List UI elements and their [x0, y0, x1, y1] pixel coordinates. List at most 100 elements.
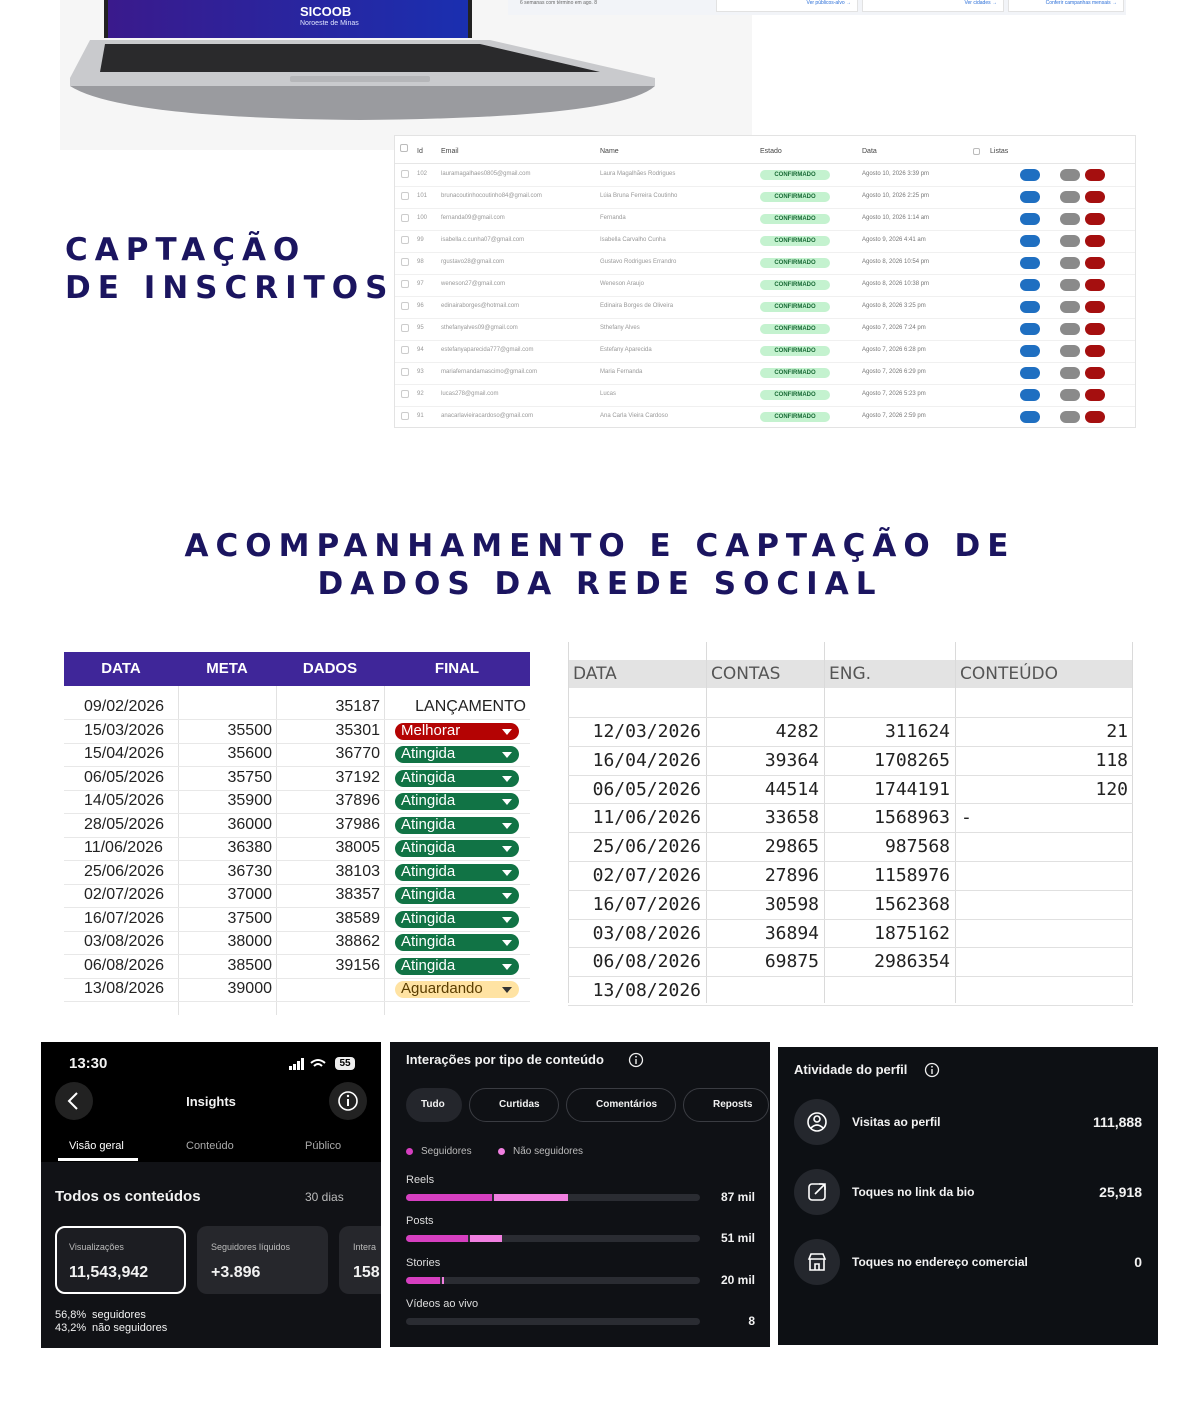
row-value: 87 mil: [720, 1190, 755, 1204]
dropdown-arrow[interactable]: [502, 846, 512, 852]
dropdown-arrow[interactable]: [502, 822, 512, 829]
goals-table: DATA META DADOS FINAL 09/02/2026 35187 LANÇAME…: [64, 652, 530, 1015]
edit-button[interactable]: [1020, 301, 1040, 313]
edit-button[interactable]: [1020, 411, 1040, 423]
cell: 37192: [335, 768, 381, 786]
email: lucas278@gmail.com: [441, 391, 499, 397]
dropdown-arrow[interactable]: [502, 893, 512, 899]
edit-button[interactable]: [1020, 191, 1040, 203]
refresh-button[interactable]: [1060, 323, 1080, 335]
refresh-button[interactable]: [1060, 213, 1080, 225]
status-pill: [395, 981, 519, 998]
dropdown-arrow[interactable]: [502, 940, 512, 946]
status: CONFIRMADO: [760, 170, 830, 180]
cell: 29865: [764, 836, 819, 858]
edit-button[interactable]: [1020, 367, 1040, 379]
chip[interactable]: [406, 1088, 462, 1122]
row-line: [64, 813, 530, 814]
dropdown-arrow[interactable]: [502, 799, 512, 805]
cell: 09/02/2026: [84, 698, 165, 715]
id: 95: [417, 325, 424, 331]
refresh-button[interactable]: [1060, 191, 1080, 203]
delete-button[interactable]: [1085, 257, 1105, 269]
id: 102: [417, 171, 428, 177]
delete-button[interactable]: [1085, 411, 1105, 423]
delete-button[interactable]: [1085, 191, 1105, 203]
checkbox: [401, 214, 409, 222]
delete-button[interactable]: [1085, 213, 1105, 225]
delete-button[interactable]: [1085, 279, 1105, 291]
refresh-button[interactable]: [1060, 301, 1080, 313]
name: Isabella Carvalho Cunha: [600, 237, 666, 243]
dropdown-arrow[interactable]: [502, 775, 512, 782]
edit-button[interactable]: [1020, 169, 1040, 181]
cell: 37500: [227, 909, 273, 927]
dropdown-arrow[interactable]: [502, 869, 512, 876]
dropdown-arrow[interactable]: [502, 963, 512, 970]
period[interactable]: 30 dias: [305, 1190, 344, 1204]
row-line: [395, 318, 1135, 319]
delete-button[interactable]: [1085, 367, 1105, 379]
header-bg: [568, 660, 1133, 688]
row-line: [64, 719, 530, 720]
dashboard-note: 6 semanas com término em ago. 8: [520, 0, 597, 6]
card: Seguidores líquidos +3.896: [197, 1226, 328, 1294]
row-line: [64, 977, 530, 979]
cell: 38005: [335, 839, 381, 856]
chip[interactable]: [683, 1088, 769, 1122]
icon: [794, 1099, 840, 1145]
edit-button[interactable]: [1020, 235, 1040, 247]
column-header: ENG.: [829, 664, 872, 684]
edit-button[interactable]: [1020, 389, 1040, 401]
cell: 27896: [764, 865, 819, 886]
refresh-button[interactable]: [1060, 235, 1080, 247]
cell: 38103: [335, 862, 381, 880]
refresh-button[interactable]: [1060, 257, 1080, 269]
delete-button[interactable]: [1085, 389, 1105, 401]
refresh-button[interactable]: [1060, 411, 1080, 423]
tab[interactable]: Conteúdo: [186, 1140, 234, 1152]
edit-button[interactable]: [1020, 279, 1040, 291]
icon: [794, 1239, 840, 1285]
chip[interactable]: [566, 1088, 676, 1122]
delete-button[interactable]: [1085, 301, 1105, 313]
back-button[interactable]: [55, 1082, 93, 1120]
edit-button[interactable]: [1020, 257, 1040, 269]
refresh-button[interactable]: [1060, 367, 1080, 379]
refresh-button[interactable]: [1060, 169, 1080, 181]
bar-non-followers: [494, 1194, 568, 1201]
refresh-button[interactable]: [1060, 389, 1080, 401]
cell: 12/03/2026: [592, 721, 701, 742]
grid-line: [824, 642, 825, 1003]
delete-button[interactable]: [1085, 169, 1105, 181]
edit-button[interactable]: [1020, 345, 1040, 357]
refresh-button[interactable]: [1060, 279, 1080, 291]
card: Conferir campanhas mensais →: [1008, 0, 1124, 12]
dropdown-arrow[interactable]: [502, 987, 512, 993]
cell: 14/05/2026: [84, 792, 165, 809]
dropdown-arrow[interactable]: [502, 916, 512, 923]
status: Atingida: [401, 933, 456, 950]
cell: 25/06/2026: [592, 836, 701, 858]
row-line: [64, 742, 530, 744]
checkbox: [401, 280, 409, 288]
tab[interactable]: Público: [305, 1140, 342, 1152]
delete-button[interactable]: [1085, 323, 1105, 335]
card-label: Intera: [353, 1242, 377, 1252]
dropdown-arrow[interactable]: [502, 728, 512, 735]
edit-button[interactable]: [1020, 213, 1040, 225]
chip[interactable]: [469, 1088, 559, 1122]
status: CONFIRMADO: [760, 280, 830, 290]
info-button[interactable]: [329, 1082, 367, 1120]
status-pill: [395, 863, 519, 881]
dropdown-arrow[interactable]: [502, 752, 512, 758]
refresh-button[interactable]: [1060, 345, 1080, 357]
edit-button[interactable]: [1020, 323, 1040, 335]
delete-button[interactable]: [1085, 345, 1105, 357]
split-pct: 43,2%: [55, 1322, 87, 1334]
cell: 987568: [884, 836, 950, 858]
legend-dot: [498, 1148, 505, 1155]
tab[interactable]: Visão geral: [69, 1140, 124, 1152]
delete-button[interactable]: [1085, 235, 1105, 247]
row-line: [568, 976, 1133, 978]
